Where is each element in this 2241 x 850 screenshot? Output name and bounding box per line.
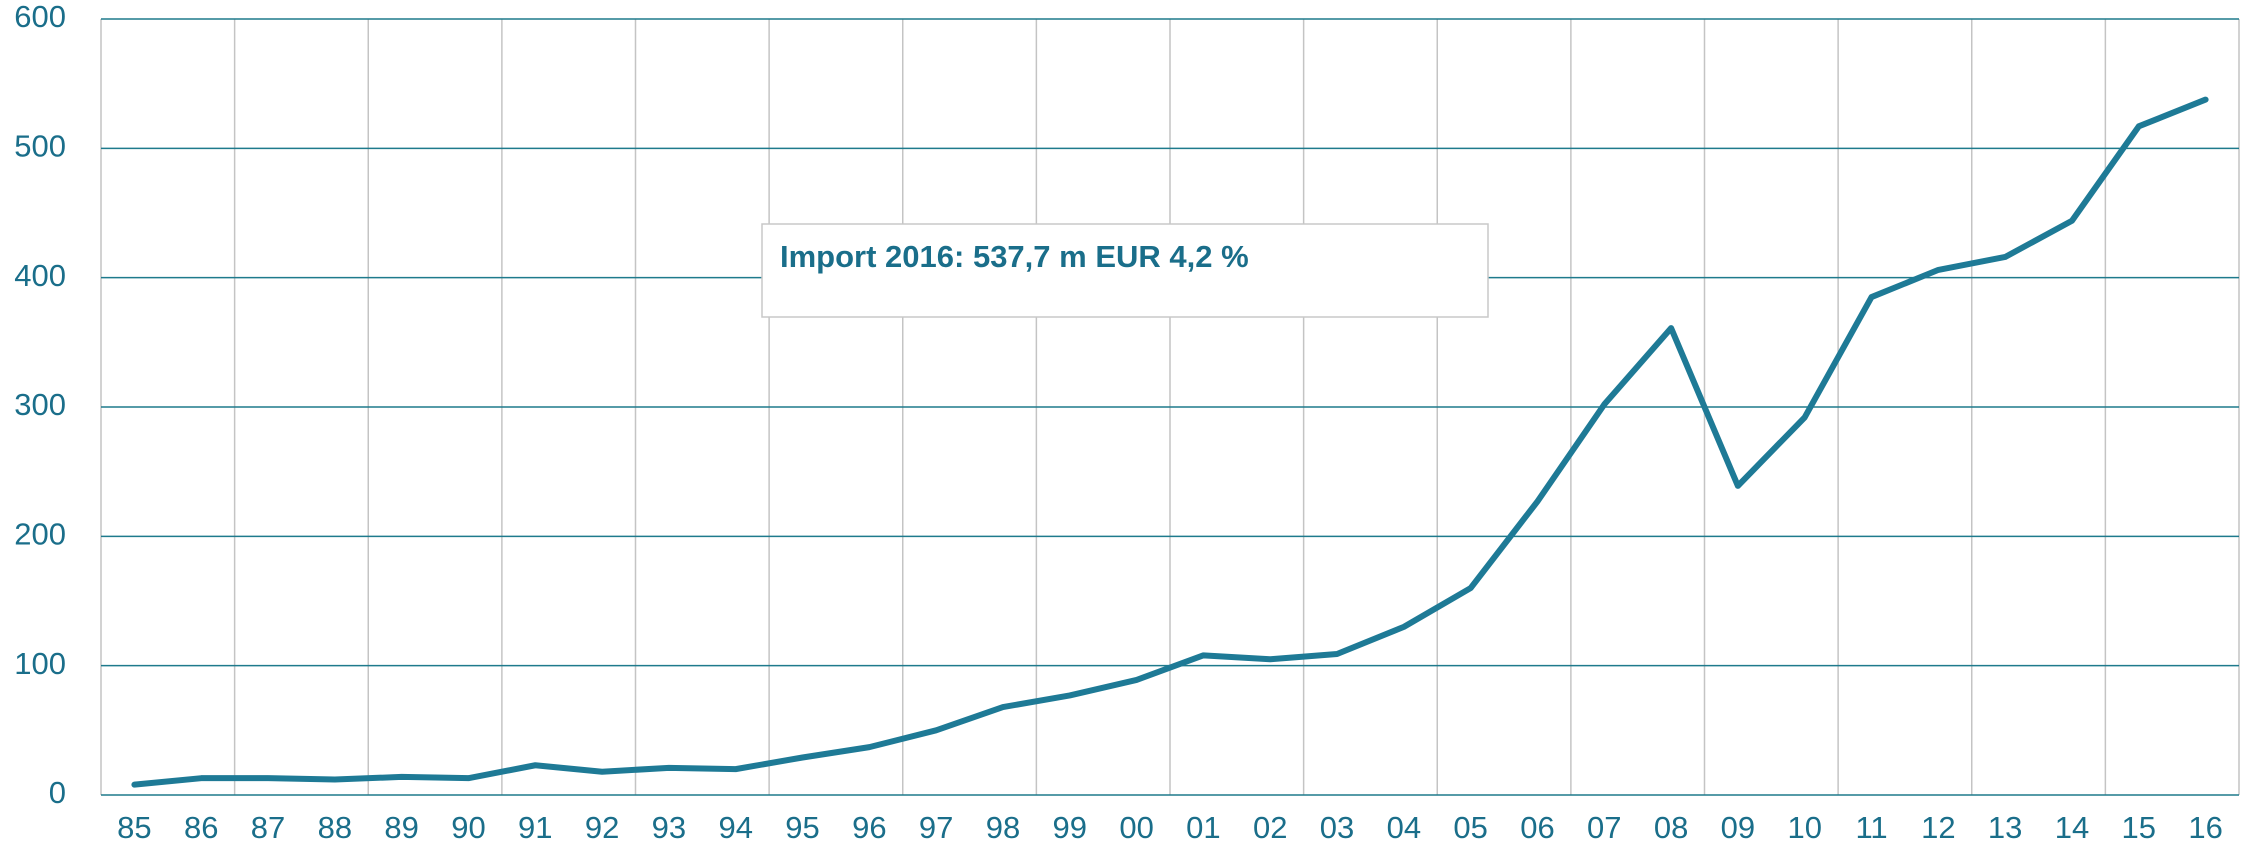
x-tick-label: 01 (1186, 810, 1220, 845)
x-tick-label: 04 (1387, 810, 1421, 845)
x-tick-label: 98 (986, 810, 1020, 845)
x-tick-label: 12 (1921, 810, 1955, 845)
x-tick-label: 95 (785, 810, 819, 845)
y-tick-label: 0 (49, 775, 66, 810)
x-tick-label: 89 (384, 810, 418, 845)
y-tick-label: 500 (14, 129, 66, 164)
x-tick-label: 88 (318, 810, 352, 845)
x-tick-label: 00 (1119, 810, 1153, 845)
y-tick-label: 400 (14, 258, 66, 293)
x-tick-label: 86 (184, 810, 218, 845)
x-tick-label: 94 (718, 810, 752, 845)
x-tick-label: 10 (1787, 810, 1821, 845)
y-tick-label: 100 (14, 646, 66, 681)
x-tick-label: 02 (1253, 810, 1287, 845)
x-tick-label: 90 (451, 810, 485, 845)
x-tick-label: 13 (1988, 810, 2022, 845)
x-tick-label: 08 (1654, 810, 1688, 845)
x-tick-label: 05 (1453, 810, 1487, 845)
x-tick-label: 07 (1587, 810, 1621, 845)
y-tick-label: 600 (14, 0, 66, 34)
x-tick-label: 96 (852, 810, 886, 845)
annotation-box (761, 223, 1489, 318)
x-tick-label: 09 (1721, 810, 1755, 845)
x-tick-label: 85 (117, 810, 151, 845)
x-tick-label: 06 (1520, 810, 1554, 845)
x-tick-label: 03 (1320, 810, 1354, 845)
x-tick-label: 11 (1855, 810, 1887, 845)
y-tick-label: 300 (14, 387, 66, 422)
x-tick-label: 14 (2055, 810, 2089, 845)
x-tick-label: 91 (518, 810, 552, 845)
annotation: Import 2016: 537,7 m EUR 4,2 % (780, 239, 1249, 274)
x-tick-label: 87 (251, 810, 285, 845)
x-tick-label: 97 (919, 810, 953, 845)
x-tick-label: 99 (1053, 810, 1087, 845)
line (131, 96, 2209, 788)
x-tick-label: 93 (652, 810, 686, 845)
x-tick-label: 92 (585, 810, 619, 845)
y-tick-label: 200 (14, 517, 66, 552)
x-tick-label: 16 (2188, 810, 2222, 845)
x-tick-label: 15 (2122, 810, 2156, 845)
